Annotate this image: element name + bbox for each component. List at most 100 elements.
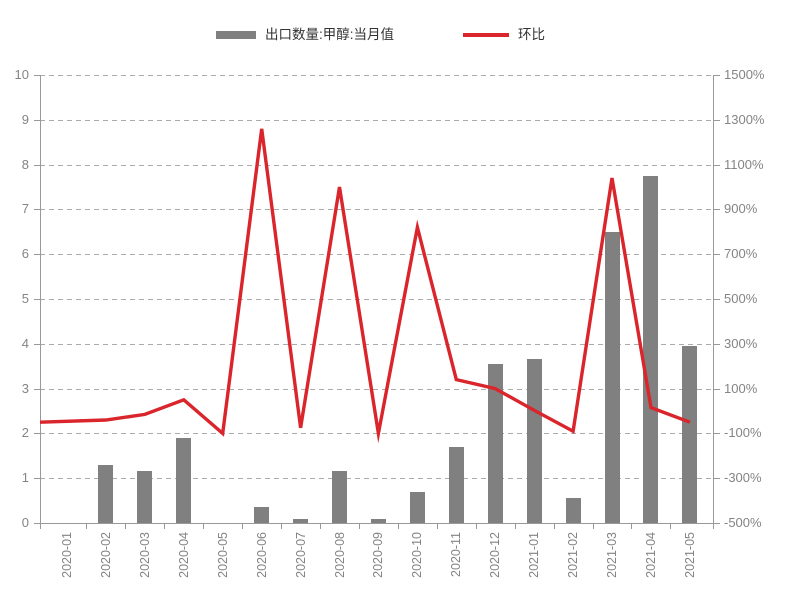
y-axis-right-tick-label: 700% xyxy=(724,246,758,262)
h-gridline xyxy=(40,478,713,480)
y-axis-left-tick-label: 2 xyxy=(21,425,29,441)
h-gridline xyxy=(40,343,713,345)
h-gridline xyxy=(40,388,713,390)
h-gridline xyxy=(40,433,713,435)
y-axis-right-tick-label: -300% xyxy=(724,470,762,486)
bar-2020-04 xyxy=(176,437,192,523)
x-axis-label: 2020-10 xyxy=(410,532,425,578)
y-axis-right-tick-label: 900% xyxy=(724,201,758,217)
x-axis-label: 2020-01 xyxy=(60,532,74,578)
y-axis-right-tick xyxy=(714,209,720,211)
y-axis-left-tick xyxy=(34,388,40,390)
bar-2020-03 xyxy=(137,471,153,523)
bar-series-swatch-icon xyxy=(216,31,256,39)
x-axis-tick xyxy=(358,523,360,529)
legend-item-line-series: 环比 xyxy=(463,27,545,43)
bar-2020-06 xyxy=(254,507,270,523)
y-axis-right-tick-label: 1300% xyxy=(724,111,765,127)
x-axis-label: 2021-04 xyxy=(643,532,658,578)
y-axis-left-tick-label: 8 xyxy=(21,156,29,172)
y-axis-left-tick-label: 9 xyxy=(21,111,29,127)
y-axis-right-tick xyxy=(714,299,720,300)
y-axis-right-tick-label: 300% xyxy=(724,335,758,351)
x-axis-tick xyxy=(281,523,283,529)
y-axis-right-tick xyxy=(714,433,720,435)
y-axis-right-tick-label: 1100% xyxy=(724,156,764,172)
x-axis-label: 2020-02 xyxy=(98,532,113,578)
y-axis-left-tick xyxy=(34,478,40,480)
h-gridline xyxy=(40,299,713,300)
h-gridline xyxy=(40,254,713,256)
y-axis-right-tick-label: -100% xyxy=(724,425,762,441)
y-axis-right-tick xyxy=(714,254,720,256)
x-axis-label: 2021-05 xyxy=(682,532,697,578)
x-axis-label: 2020-03 xyxy=(137,532,152,578)
bar-2021-04 xyxy=(643,175,659,523)
h-gridline xyxy=(40,119,713,121)
y-axis-left-tick xyxy=(34,75,40,76)
y-axis-right-tick-label: 1500% xyxy=(724,67,765,82)
bar-2020-09 xyxy=(370,519,386,523)
bar-2020-11 xyxy=(448,446,464,523)
x-axis-label: 2021-03 xyxy=(605,532,620,578)
y-axis-right-tick-label: 100% xyxy=(724,380,758,396)
y-axis-right-tick xyxy=(714,478,720,480)
h-gridline xyxy=(40,164,713,166)
y-axis-left-tick xyxy=(34,254,40,256)
line-series-label: 环比 xyxy=(518,27,545,42)
y-axis-left-tick-label: 1 xyxy=(21,470,29,486)
x-axis-tick xyxy=(320,523,322,529)
line-series xyxy=(39,128,691,444)
y-axis-left-line xyxy=(40,75,41,523)
x-axis-tick xyxy=(242,523,244,529)
y-axis-left-tick-label: 5 xyxy=(21,291,29,306)
bar-2020-02 xyxy=(98,464,114,523)
bar-series-label: 出口数量:甲醇:当月值 xyxy=(265,27,395,42)
y-axis-right-tick xyxy=(714,164,720,166)
x-axis-tick xyxy=(631,523,633,529)
y-axis-right-tick-label: 500% xyxy=(724,291,758,306)
bar-2020-08 xyxy=(332,471,347,523)
x-axis-tick xyxy=(475,523,477,529)
y-axis-left-tick-label: 10 xyxy=(14,67,29,82)
x-axis-tick xyxy=(125,523,127,529)
bar-2020-10 xyxy=(409,491,425,523)
bar-2021-03 xyxy=(604,231,620,523)
y-axis-right-tick xyxy=(714,343,720,345)
x-axis-label: 2021-02 xyxy=(566,532,581,578)
y-axis-left-tick xyxy=(34,343,40,345)
y-axis-left-tick-label: 6 xyxy=(21,246,29,262)
legend-item-bar-series: 出口数量:甲醇:当月值 xyxy=(216,27,394,43)
x-axis-label: 2020-04 xyxy=(176,532,191,578)
y-axis-left-tick xyxy=(34,299,40,300)
h-gridline xyxy=(40,209,713,211)
y-axis-right-tick xyxy=(714,388,720,390)
y-axis-right-line xyxy=(713,75,714,523)
x-axis-label: 2020-09 xyxy=(371,532,386,578)
bar-2021-01 xyxy=(526,359,542,523)
y-axis-right-tick xyxy=(714,119,720,121)
x-axis-tick xyxy=(436,523,438,529)
x-axis-tick xyxy=(553,523,555,529)
y-axis-left-tick xyxy=(34,433,40,435)
h-gridline xyxy=(40,75,713,76)
bar-2021-05 xyxy=(682,346,698,523)
y-axis-right-tick xyxy=(714,75,720,76)
y-axis-left-tick xyxy=(34,523,40,524)
x-axis-label: 2021-01 xyxy=(527,532,542,578)
line-series-plot xyxy=(39,128,691,444)
y-axis-left-tick xyxy=(34,119,40,121)
x-axis-tick xyxy=(397,523,399,529)
x-axis-label: 2020-12 xyxy=(488,532,503,578)
bar-2020-07 xyxy=(293,518,309,523)
bar-2020-12 xyxy=(487,363,503,523)
y-axis-left-tick xyxy=(34,164,40,166)
x-axis-tick xyxy=(203,523,205,529)
y-axis-left-tick-label: 4 xyxy=(21,335,29,351)
x-axis-tick xyxy=(40,523,41,529)
y-axis-left-tick-label: 7 xyxy=(21,201,29,217)
x-axis-tick xyxy=(164,523,166,529)
y-axis-right-tick xyxy=(714,523,720,524)
x-axis-label: 2020-07 xyxy=(293,532,308,578)
